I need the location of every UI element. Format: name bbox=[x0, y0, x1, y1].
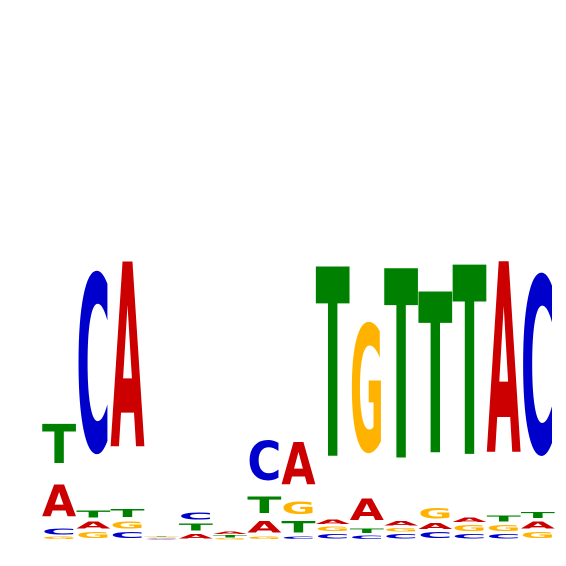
logo-letter-g: G bbox=[110, 520, 144, 531]
logo-letter-g: G bbox=[350, 290, 384, 492]
logo-letter-c: C bbox=[281, 536, 315, 540]
logo-letter-c: C bbox=[76, 227, 110, 509]
logo-letter-c: C bbox=[384, 533, 418, 540]
logo-letter-a: A bbox=[452, 516, 487, 523]
logo-letter-t: T bbox=[110, 507, 145, 520]
logo-letter-t: T bbox=[213, 535, 248, 539]
logo-letter-c: C bbox=[418, 531, 452, 540]
logo-letter-c: C bbox=[316, 533, 350, 540]
logo-letter-a: A bbox=[247, 518, 282, 536]
logo-column: ATC bbox=[179, 511, 214, 540]
logo-letter-c: C bbox=[487, 533, 521, 540]
logo-letter-t: T bbox=[521, 511, 556, 520]
logo-letter-g: G bbox=[521, 531, 555, 540]
logo-letter-a: A bbox=[42, 477, 76, 528]
logo-letter-g: G bbox=[452, 524, 486, 533]
logo-letter-a: A bbox=[487, 210, 521, 514]
logo-letter-t: T bbox=[247, 493, 282, 518]
logo-letter-a: A bbox=[281, 431, 315, 498]
logo-letter-t: T bbox=[281, 518, 316, 536]
logo-letter-c: C bbox=[521, 229, 555, 511]
logo-letter-a: A bbox=[418, 522, 453, 531]
logo-letter-t: T bbox=[384, 217, 418, 520]
logo-letter-a: A bbox=[213, 531, 248, 535]
logo-letter-g: G bbox=[281, 498, 315, 519]
logo-letter-a: A bbox=[521, 520, 556, 531]
logo-letter-c: C bbox=[110, 531, 144, 540]
logo-letter-t: T bbox=[316, 216, 350, 519]
logo-letter-c: C bbox=[179, 511, 213, 522]
logo-letter-t: T bbox=[145, 536, 179, 537]
logo-letter-g: G bbox=[316, 526, 350, 533]
logo-letter-a: A bbox=[316, 518, 351, 525]
logo-letter-g: G bbox=[76, 531, 110, 540]
logo-column: GTA bbox=[213, 531, 248, 540]
logo-letter-t: T bbox=[350, 527, 385, 534]
logo-letter-a: A bbox=[110, 211, 144, 506]
logo-letter-g: G bbox=[384, 527, 418, 533]
logo-letter-c: C bbox=[452, 533, 486, 540]
logo-letter-g: G bbox=[418, 506, 452, 522]
logo-letter-c: C bbox=[145, 538, 179, 539]
logo-letter-g: G bbox=[213, 538, 247, 540]
logo-letter-c: C bbox=[350, 534, 384, 540]
logo-letter-t: T bbox=[418, 248, 452, 504]
logo-letter-g: G bbox=[145, 537, 179, 538]
logo-letter-c: C bbox=[247, 431, 281, 493]
logo-letter-g: G bbox=[487, 524, 521, 533]
logo-letter-t: T bbox=[76, 509, 111, 520]
logo-letter-t: T bbox=[487, 515, 522, 524]
logo-letter-t: T bbox=[452, 214, 486, 517]
logo-letter-g: G bbox=[42, 536, 76, 540]
logo-letter-c: C bbox=[42, 527, 76, 536]
logo-letter-g: G bbox=[247, 536, 281, 540]
logo-letter-a: A bbox=[145, 539, 180, 540]
logo-letter-a: A bbox=[350, 492, 384, 527]
logo-letter-a: A bbox=[384, 520, 419, 527]
logo-letter-t: T bbox=[179, 522, 214, 533]
logo-letter-t: T bbox=[42, 415, 76, 477]
logo-letter-a: A bbox=[76, 520, 111, 531]
logo-letter-a: A bbox=[179, 533, 214, 540]
